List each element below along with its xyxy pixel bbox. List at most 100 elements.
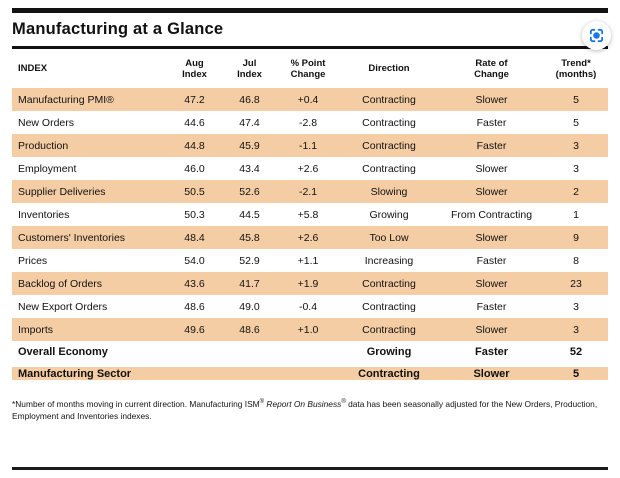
column-header-jul-index: Jul Index [237,57,262,80]
index-name-cell: New Export Orders [18,300,108,313]
trend-cell: 23 [544,272,608,296]
footnote: *Number of months moving in current dire… [12,398,606,422]
table-row: Backlog of Orders 43.6 41.7 +1.9 Contrac… [12,272,608,296]
jul-index-cell: 52.9 [239,254,260,267]
jul-index-cell: 48.6 [222,318,277,342]
trend-cell: 5 [573,116,579,129]
index-name-cell: Manufacturing PMI® [12,88,167,112]
index-name-cell: Customers' Inventories [12,226,167,250]
screenshot-capture-icon [589,28,604,43]
table-row: Supplier Deliveries 50.5 52.6 -2.1 Slowi… [12,180,608,204]
direction-cell: Contracting [362,162,416,175]
column-header-aug-index: Aug Index [182,57,207,80]
point-change-cell [277,341,339,364]
column-header-trend: Trend* (months) [555,57,597,80]
trend-cell: 1 [573,208,579,221]
rate-of-change-cell: Faster [476,300,507,313]
table-row-manufacturing-sector: Manufacturing Sector Contracting Slower … [12,361,608,381]
direction-cell: Growing [366,345,412,358]
header-row: INDEX Aug Index Jul Index % Point Change… [12,49,608,89]
aug-index-cell: 46.0 [184,162,205,175]
index-name-cell: Backlog of Orders [12,272,167,296]
point-change-cell: +2.6 [297,162,319,175]
jul-index-cell: 47.4 [239,116,260,129]
index-name-cell: Inventories [18,208,70,221]
rate-of-change-cell: Faster [476,116,507,129]
trend-cell: 3 [544,134,608,158]
table-row: New Export Orders 48.6 49.0 -0.4 Contrac… [12,295,608,318]
table-row: Inventories 50.3 44.5 +5.8 Growing From … [12,203,608,226]
rate-of-change-cell: Slower [439,226,544,250]
jul-index-cell: 43.4 [239,162,260,175]
index-name-cell: Manufacturing Sector [12,361,167,381]
rate-of-change-cell: Slower [439,318,544,342]
registered-mark: ® [259,399,265,406]
trend-cell: 2 [544,180,608,204]
jul-index-cell: 44.5 [239,208,260,221]
table-row: Customers' Inventories 48.4 45.8 +2.6 To… [12,226,608,250]
footnote-text: data has been seasonally adjusted for th… [12,399,598,421]
point-change-cell: -1.1 [277,134,339,158]
aug-index-cell: 44.6 [184,116,205,129]
table-row-overall-economy: Overall Economy Growing Faster 52 [12,341,608,364]
point-change-cell: +5.8 [297,208,319,221]
direction-cell: Contracting [339,272,439,296]
jul-index-cell [222,361,277,381]
index-name-cell: Prices [18,254,48,267]
index-name-cell: Production [12,134,167,158]
table-row: Imports 49.6 48.6 +1.0 Contracting Slowe… [12,318,608,342]
table-row: Employment 46.0 43.4 +2.6 Contracting Sl… [12,157,608,180]
direction-cell: Contracting [362,116,416,129]
trend-cell: 8 [573,254,579,267]
aug-index-cell: 47.2 [167,88,222,112]
page-title: Manufacturing at a Glance [12,20,224,38]
jul-index-cell: 46.8 [222,88,277,112]
direction-cell: Contracting [362,300,416,313]
jul-index-cell: 52.6 [222,180,277,204]
rate-of-change-cell: Slower [475,162,508,175]
aug-index-cell [167,361,222,381]
trend-cell: 3 [544,318,608,342]
table-row: New Orders 44.6 47.4 -2.8 Contracting Fa… [12,111,608,134]
aug-index-cell: 43.6 [167,272,222,296]
direction-cell: Contracting [339,134,439,158]
document: Manufacturing at a Glance INDEX Aug Inde… [0,8,620,478]
point-change-cell: +0.4 [277,88,339,112]
trend-cell: 5 [544,361,608,381]
column-header-point-change: % Point Change [290,57,326,80]
table-row: Manufacturing PMI® 47.2 46.8 +0.4 Contra… [12,88,608,112]
column-header-index: INDEX [18,63,48,75]
capture-button[interactable] [582,21,611,50]
rate-of-change-cell: Faster [439,134,544,158]
aug-index-cell: 50.3 [184,208,205,221]
rate-of-change-cell: Slower [439,180,544,204]
aug-index-cell [167,341,222,364]
point-change-cell: +1.1 [297,254,319,267]
index-name-cell: Imports [12,318,167,342]
footnote-text: *Number of months moving in current dire… [12,399,260,410]
title-rule [12,46,608,49]
point-change-cell: -2.1 [277,180,339,204]
aug-index-cell: 54.0 [184,254,205,267]
index-name-cell: Supplier Deliveries [12,180,167,204]
aug-index-cell: 48.4 [167,226,222,250]
aug-index-cell: 44.8 [167,134,222,158]
table-row: Production 44.8 45.9 -1.1 Contracting Fa… [12,134,608,158]
point-change-cell [277,361,339,381]
trend-cell: 9 [544,226,608,250]
direction-cell: Contracting [339,361,439,381]
point-change-cell: +2.6 [277,226,339,250]
jul-index-cell: 45.9 [222,134,277,158]
point-change-cell: +1.9 [277,272,339,296]
direction-cell: Growing [369,208,409,221]
bottom-rule [12,467,608,470]
rate-of-change-cell: Faster [474,345,509,358]
rate-of-change-cell: Slower [439,88,544,112]
trend-cell: 3 [573,162,579,175]
direction-cell: Slowing [339,180,439,204]
aug-index-cell: 50.5 [167,180,222,204]
trend-cell: 52 [569,345,583,358]
rate-of-change-cell: Slower [439,361,544,381]
point-change-cell: -0.4 [298,300,318,313]
index-name-cell: Employment [18,162,77,175]
